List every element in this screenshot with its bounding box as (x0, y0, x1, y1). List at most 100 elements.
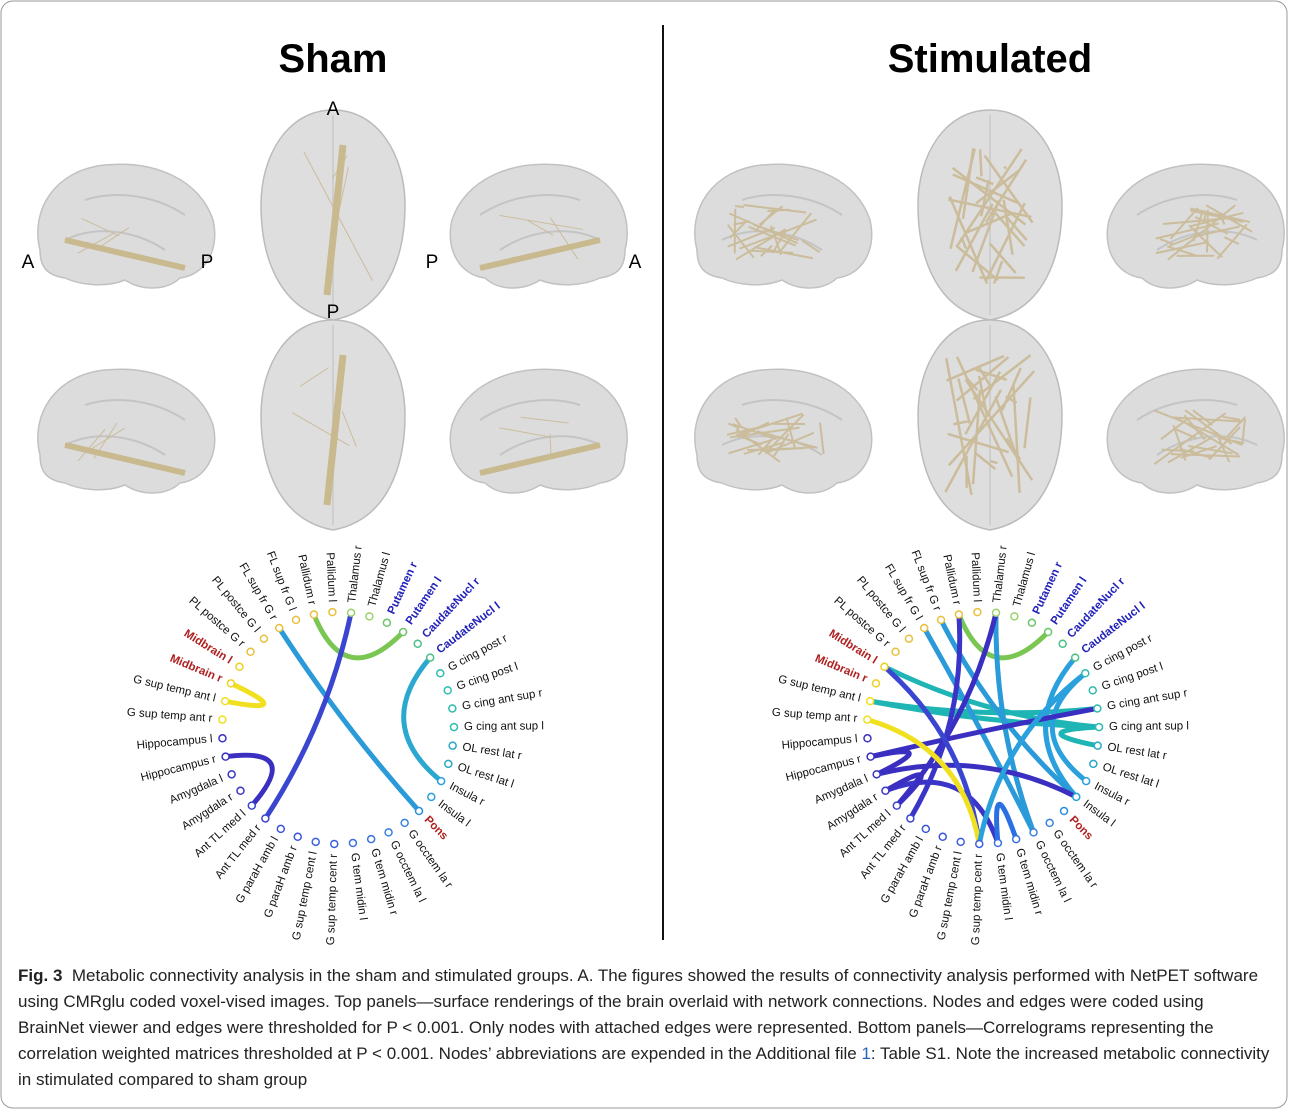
figure: ShamAAPPAPPallidum rPallidum lThalamus r… (0, 0, 1290, 1111)
correlogram-node (867, 698, 874, 705)
panel-title: Stimulated (888, 37, 1092, 81)
caption: Fig. 3 Metabolic connectivity analysis i… (18, 963, 1270, 1093)
node-label: Pons (1067, 814, 1095, 843)
brain-surface (450, 369, 627, 493)
brain-edge (735, 209, 736, 254)
correlogram-node (976, 840, 983, 847)
node-label: G tem midin l (348, 852, 369, 921)
brain-edge (1004, 167, 1006, 169)
correlogram-node (873, 771, 880, 778)
caption-link[interactable]: 1 (861, 1044, 870, 1063)
brain-surface (38, 369, 215, 493)
correlogram-node (312, 838, 319, 845)
node-label: G sup temp ant r (126, 707, 212, 725)
panel-title: Sham (279, 37, 388, 81)
correlogram-node (882, 787, 889, 794)
correlogram-node (310, 611, 317, 618)
correlogram-node (444, 687, 451, 694)
correlogram-node (955, 611, 962, 618)
correlogram-node (921, 625, 928, 632)
node-label: Insula r (1092, 780, 1131, 808)
correlogram-node (1061, 808, 1068, 815)
correlogram-node (1046, 819, 1053, 826)
correlogram-node (276, 625, 283, 632)
correlogram-node (368, 836, 375, 843)
correlogram-node (383, 619, 390, 626)
correlogram-node (260, 635, 267, 642)
correlogram-node (1082, 670, 1089, 677)
correlogram-node (449, 705, 456, 712)
correlogram-node (937, 616, 944, 623)
correlogram-node (1089, 687, 1096, 694)
frame (1, 1, 1287, 1108)
correlogram-node (893, 802, 900, 809)
correlogram-node (994, 840, 1001, 847)
node-label: Thalamus r (991, 545, 1009, 604)
correlogram-node (974, 609, 981, 616)
correlogram-node (881, 663, 888, 670)
correlogram-node (277, 825, 284, 832)
correlogram-node (1094, 705, 1101, 712)
orientation-label: A (629, 252, 642, 273)
brain-side-view (38, 369, 215, 493)
correlogram-node (437, 670, 444, 677)
correlogram-node (1072, 654, 1079, 661)
correlogram-node (1059, 640, 1066, 647)
orientation-label: A (327, 99, 340, 120)
node-label: G sup temp cent r (970, 854, 985, 946)
correlogram-node (922, 825, 929, 832)
correlogram-node (1030, 829, 1037, 836)
brain-edge (980, 149, 981, 176)
correlogram-node (222, 753, 229, 760)
correlogram-node (1083, 778, 1090, 785)
brain-dorsal-view (918, 110, 1062, 320)
correlogram-node (227, 680, 234, 687)
orientation-label: A (22, 252, 35, 273)
node-label: Thalamus l (366, 551, 393, 608)
orientation-label: P (426, 252, 439, 273)
correlogram-node (292, 616, 299, 623)
brain-surface (38, 164, 215, 288)
correlogram-node (329, 609, 336, 616)
correlogram-node (1090, 760, 1097, 767)
brain-surface (695, 369, 872, 493)
node-label: OL rest lat r (462, 741, 523, 762)
brain-side-view (450, 164, 627, 288)
node-label: G sup temp ant r (771, 707, 857, 725)
orientation-label: P (201, 252, 214, 273)
brain-side-view (1107, 164, 1284, 288)
node-label: Thalamus r (346, 545, 364, 604)
correlogram-node (1011, 613, 1018, 620)
caption-label: Fig. 3 (18, 966, 62, 985)
brain-dorsal-view (261, 320, 405, 530)
node-label: Pons (422, 814, 450, 843)
correlogram-node (1094, 742, 1101, 749)
correlogram-node (1013, 836, 1020, 843)
correlogram-node (219, 735, 226, 742)
node-label: Pallidum l (323, 552, 337, 602)
correlogram-node (867, 753, 874, 760)
node-label: Insula r (447, 780, 486, 808)
correlogram-node (450, 724, 457, 731)
node-label: G cing ant sup l (1109, 720, 1189, 733)
node-label: OL rest lat r (1107, 741, 1168, 762)
figure-page: ShamAAPPAPPallidum rPallidum lThalamus r… (0, 0, 1290, 1111)
correlogram-node (401, 819, 408, 826)
brain-surface (1107, 164, 1284, 288)
correlogram-node (237, 787, 244, 794)
node-label: Hippocampus l (136, 733, 213, 752)
correlogram-node (414, 640, 421, 647)
correlogram-node (228, 771, 235, 778)
brain-side-view (1107, 369, 1284, 493)
correlogram-node (428, 793, 435, 800)
correlogram-node (219, 716, 226, 723)
brain-side-view (38, 164, 215, 288)
correlogram-node (247, 648, 254, 655)
correlogram-node (1028, 619, 1035, 626)
node-label: Pallidum r (940, 553, 962, 606)
correlogram-node (939, 833, 946, 840)
brain-edge (1207, 210, 1208, 253)
correlogram-node (331, 840, 338, 847)
node-label: G sup temp cent r (325, 854, 340, 946)
node-label: Hippocampus l (781, 733, 858, 752)
